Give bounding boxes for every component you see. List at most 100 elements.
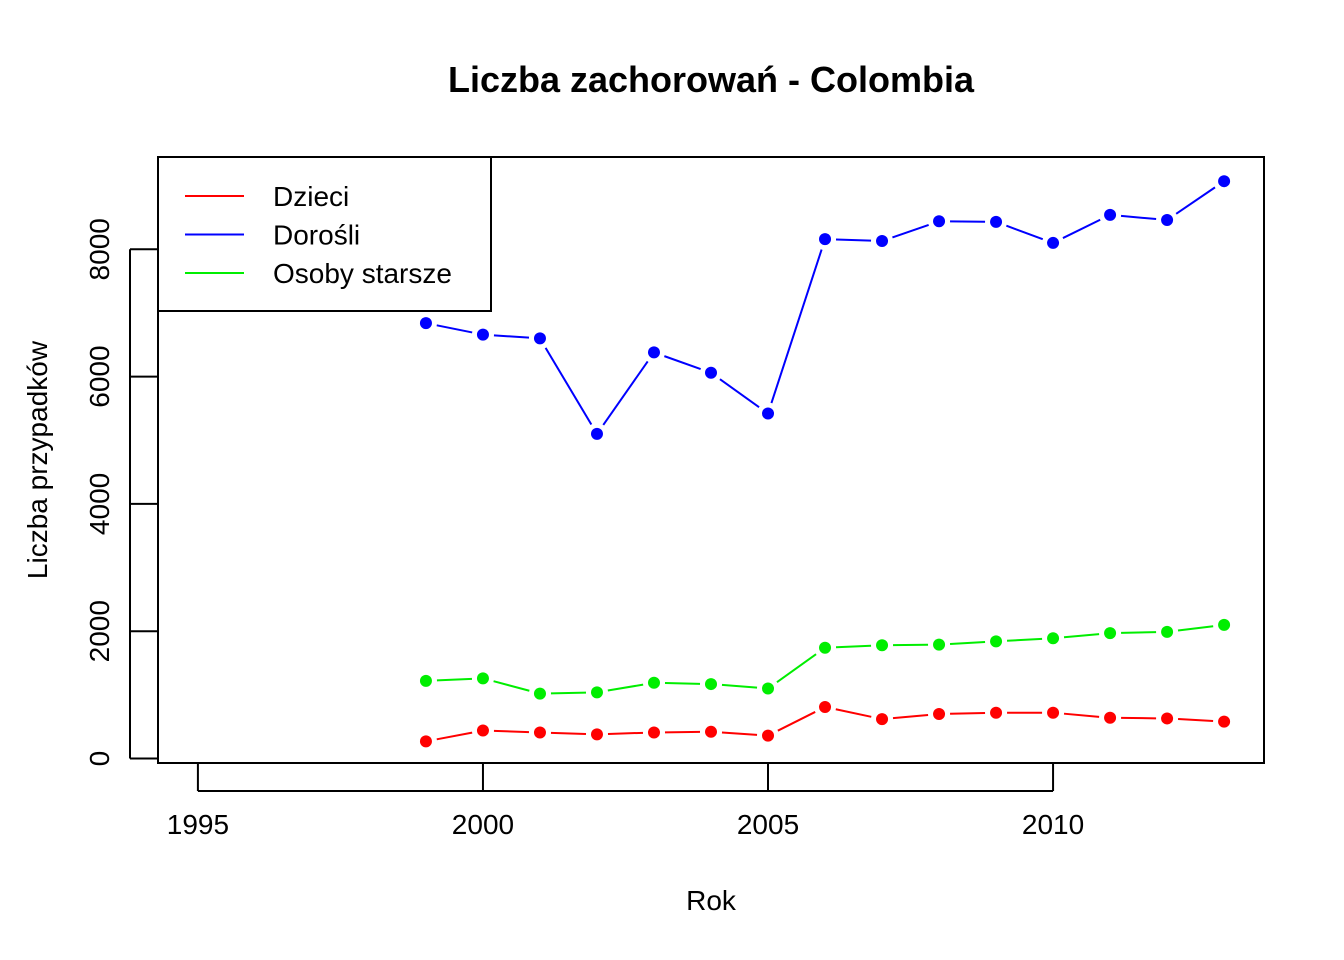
series-segment [721,683,758,689]
data-point [419,674,432,687]
series-segment [719,378,760,408]
series-segment [777,711,816,732]
data-point [819,700,832,713]
data-point [1104,627,1117,640]
x-tick-label: 1995 [167,809,229,840]
legend: Dzieci Dorośli Osoby starsze [157,156,492,312]
series-segment [892,223,929,239]
series-segment [721,731,758,736]
data-point [933,707,946,720]
series-segment [1177,625,1214,632]
x-tick-label: 2010 [1022,809,1084,840]
data-point [419,317,432,330]
data-point [1218,715,1231,728]
data-point [876,713,889,726]
series-segment [1175,186,1216,215]
data-point [990,635,1003,648]
series-segment [493,680,530,692]
series-segment [607,683,644,692]
data-point [876,639,889,652]
data-point [647,346,660,359]
series-segment [607,731,644,735]
legend-label: Dzieci [273,181,349,212]
data-point [1104,711,1117,724]
x-axis: 1995 2000 2005 2010 [167,763,1084,840]
series-segment [493,334,530,339]
x-tick-label: 2005 [737,809,799,840]
data-point [1047,632,1060,645]
series-segment [544,347,593,425]
data-point [1161,625,1174,638]
data-point [1161,214,1174,227]
data-point [1218,175,1231,188]
data-point [990,215,1003,228]
y-tick-label: 6000 [84,345,115,407]
series-segment [664,355,701,371]
series-segment [1006,637,1043,642]
data-point [476,672,489,685]
data-point [876,235,889,248]
data-point [1104,208,1117,221]
series-segment [436,731,473,741]
data-point [933,638,946,651]
data-point [533,687,546,700]
x-tick-label: 2000 [452,809,514,840]
series-3 [419,618,1231,700]
data-point [990,706,1003,719]
x-axis-label: Rok [686,885,737,916]
y-axis: 0 2000 4000 6000 8000 [84,218,158,766]
chart-title: Liczba zachorowań - Colombia [448,59,975,100]
data-point [762,729,775,742]
y-tick-label: 4000 [84,473,115,535]
y-tick-label: 8000 [84,218,115,280]
data-point [533,726,546,739]
series-segment [550,691,587,695]
series-segment [1006,224,1044,241]
series-segment [550,731,587,735]
data-point [476,328,489,341]
data-point [762,682,775,695]
legend-label: Osoby starsze [273,258,452,289]
data-point [533,332,546,345]
series-segment [664,682,701,685]
y-tick-label: 0 [84,751,115,767]
y-axis-label: Liczba przypadków [22,340,53,579]
series-segment [1062,218,1101,239]
plot-area-frame [157,156,1265,764]
data-point [1047,236,1060,249]
data-point [590,686,603,699]
series-segment [493,729,530,734]
data-point [1218,618,1231,631]
data-point [1047,706,1060,719]
series-segment [776,653,817,683]
data-point [1161,712,1174,725]
y-tick-label: 2000 [84,600,115,662]
series-segment [835,708,872,718]
data-point [819,641,832,654]
series-segment [1063,633,1100,639]
series-segment [835,238,872,242]
data-point [590,728,603,741]
series-segment [770,249,823,404]
series-segment [835,644,872,649]
data-point [705,725,717,738]
series-layer [419,175,1231,748]
series-segment [1120,214,1157,221]
series-segment [950,711,986,715]
data-point [819,233,832,246]
data-point [647,676,660,689]
data-point [590,427,603,440]
data-point [705,678,717,691]
series-segment [1063,712,1100,718]
data-point [762,407,775,420]
legend-label: Dorośli [273,220,360,251]
data-point [419,735,432,748]
data-point [647,726,660,739]
series-1 [419,700,1231,748]
series-segment [949,641,986,645]
data-point [705,366,717,379]
data-point [933,215,946,228]
data-point [476,724,489,737]
series-2 [419,175,1231,440]
